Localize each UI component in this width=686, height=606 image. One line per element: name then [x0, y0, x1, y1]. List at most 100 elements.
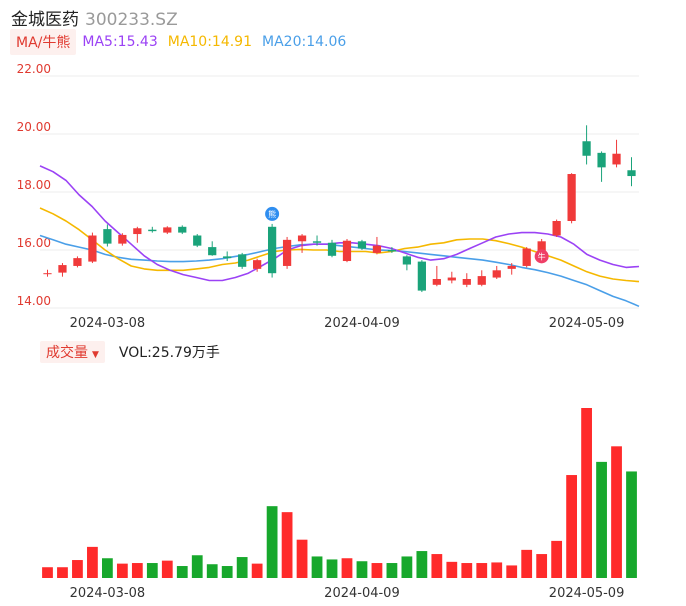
volume-bar: [371, 563, 383, 578]
ma20-line: [39, 234, 640, 308]
candle-body: [238, 254, 247, 267]
signal-label: 牛: [538, 251, 546, 261]
candle-body: [387, 250, 397, 252]
volume-bar: [236, 557, 248, 578]
volume-bar: [596, 461, 607, 578]
candle-body: [342, 240, 352, 262]
volume-bar: [116, 563, 128, 578]
candle-body: [402, 256, 412, 265]
stock-name: 金城医药: [11, 10, 79, 30]
candle-body: [372, 245, 382, 253]
ma5-line: [39, 165, 640, 282]
candle-body: [417, 261, 426, 291]
ma10-label: MA10:14.91: [167, 34, 253, 50]
volume-bar: [57, 567, 68, 578]
candle-body: [552, 221, 561, 236]
bull-signal-icon: [534, 249, 549, 264]
candle-body: [612, 153, 621, 165]
volume-bar: [131, 563, 143, 578]
volume-bar: [551, 540, 563, 578]
volume-bar: [356, 561, 368, 578]
volume-bar: [476, 563, 488, 578]
volume-bar: [521, 549, 533, 578]
volume-date-labels: 2024-03-08 2024-04-09 2024-05-09: [70, 586, 625, 601]
candle-body: [507, 265, 516, 269]
volume-bar: [206, 564, 218, 578]
x-tick-label: 2024-05-09: [549, 586, 625, 601]
candle-body: [477, 276, 486, 285]
candle-body: [163, 227, 172, 233]
x-tick-label: 2024-05-09: [549, 316, 625, 331]
ma5-label: MA5:15.43: [82, 34, 158, 50]
volume-bar: [191, 555, 203, 578]
volume-bar: [581, 408, 592, 578]
candle-body: [73, 258, 82, 266]
candle-body: [327, 242, 337, 256]
signal-label: 熊: [268, 209, 276, 219]
y-tick-label: 14.00: [17, 294, 51, 308]
candle-body: [118, 234, 127, 244]
candle-body: [627, 170, 636, 177]
candlesticks: [43, 125, 636, 293]
candle-body: [432, 279, 441, 285]
caret-down-icon: ▼: [92, 350, 99, 360]
y-tick-label: 18.00: [17, 178, 51, 192]
volume-bar: [266, 506, 278, 578]
candle-body: [178, 226, 187, 233]
y-tick-label: 22.00: [17, 62, 51, 76]
candle-body: [312, 241, 322, 243]
volume-bar: [341, 558, 353, 578]
volume-bar: [281, 512, 293, 578]
candle-body: [193, 235, 202, 246]
candle-body: [58, 265, 67, 273]
volume-bar: [611, 446, 622, 578]
ma10-line: [39, 207, 640, 283]
price-date-labels: 2024-03-08 2024-04-09 2024-05-09: [70, 316, 625, 331]
y-tick-label: 20.00: [17, 120, 51, 134]
volume-value: VOL:25.79万手: [118, 345, 220, 361]
candle-body: [267, 226, 277, 274]
volume-indicator-tab[interactable]: 成交量 ▼: [40, 341, 105, 363]
volume-bar: [101, 558, 113, 578]
volume-bar: [446, 561, 458, 578]
stock-title: 金城医药 300233.SZ: [11, 5, 178, 30]
candle-body: [522, 248, 531, 266]
volume-bar: [626, 471, 637, 578]
x-tick-label: 2024-04-09: [324, 316, 400, 331]
candle-body: [43, 273, 52, 275]
volume-bar: [401, 556, 413, 578]
bear-signal-icon: [265, 206, 280, 221]
ma-indicator-tab[interactable]: MA/牛熊: [10, 29, 77, 55]
candle-body: [597, 152, 606, 168]
volume-legend: 成交量 ▼ VOL:25.79万手: [40, 341, 220, 363]
volume-bar: [87, 546, 98, 578]
candle-body: [253, 260, 262, 269]
candle-body: [567, 174, 576, 221]
candle-body: [282, 239, 292, 266]
volume-bar: [72, 560, 83, 578]
volume-bar: [536, 554, 548, 578]
x-tick-label: 2024-03-08: [70, 316, 146, 331]
volume-bar: [42, 567, 53, 578]
candle-body: [582, 141, 591, 156]
candle-body: [223, 256, 232, 259]
candle-body: [447, 277, 456, 281]
signal-markers: 熊牛: [265, 206, 549, 264]
volume-bar: [566, 475, 578, 578]
volume-tab-label: 成交量: [46, 345, 88, 361]
volume-bar: [326, 559, 338, 578]
x-tick-label: 2024-04-09: [324, 586, 400, 601]
volume-bar: [491, 562, 503, 578]
moving-average-lines: [39, 165, 640, 308]
ma20-label: MA20:14.06: [262, 34, 347, 50]
volume-bar: [146, 563, 158, 578]
y-tick-label: 16.00: [17, 236, 51, 250]
volume-bar: [176, 566, 188, 578]
volume-bar: [386, 563, 398, 578]
candle-body: [208, 247, 217, 256]
candle-body: [297, 235, 307, 242]
candle-body: [357, 241, 367, 249]
price-axis-labels: 14.00 16.00 18.00 20.00 22.00: [17, 62, 51, 308]
volume-bar: [161, 560, 173, 578]
